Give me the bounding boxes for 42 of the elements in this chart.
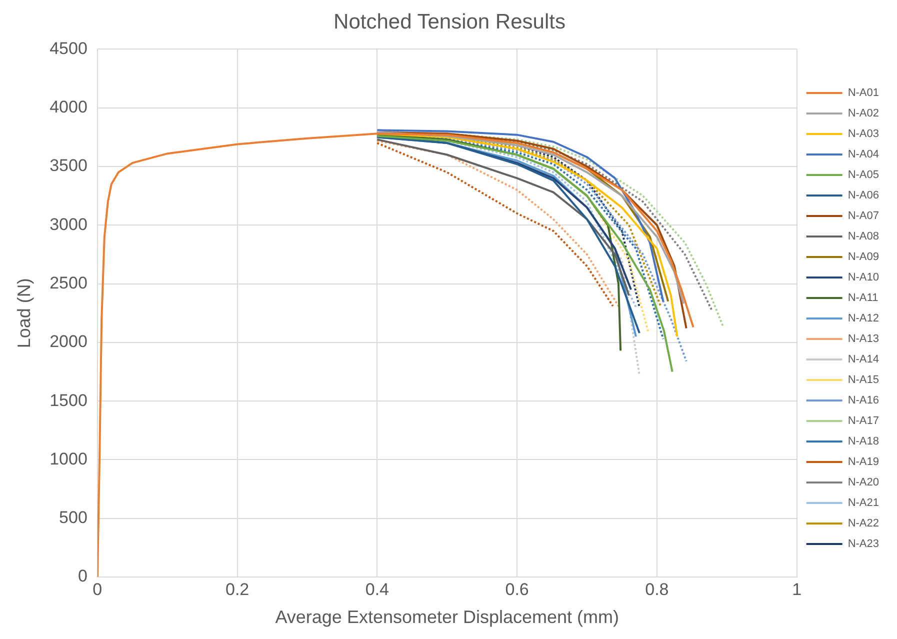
legend-label: N-A21 [848, 497, 880, 510]
legend-label: N-A18 [848, 436, 880, 448]
x-tick-label: 0.8 [645, 580, 669, 599]
y-tick-label: 4500 [50, 38, 88, 58]
legend-label: N-A23 [848, 538, 880, 550]
x-tick-label: 1 [792, 580, 802, 599]
y-tick-label: 3000 [50, 214, 88, 234]
x-tick-label: 0.6 [505, 580, 529, 599]
legend-label: N-A02 [848, 108, 880, 120]
legend-label: N-A15 [848, 374, 880, 386]
x-tick-label: 0.2 [225, 580, 250, 599]
legend-label: N-A10 [848, 272, 880, 284]
legend-label: N-A12 [848, 312, 880, 325]
legend-label: N-A08 [848, 230, 880, 243]
legend-label: N-A03 [848, 128, 880, 140]
legend-label: N-A22 [848, 518, 880, 530]
y-axis-title: Load (N) [14, 278, 34, 348]
legend-label: N-A20 [848, 476, 880, 489]
y-tick-label: 3500 [50, 156, 88, 176]
y-tick-label: 0 [78, 566, 88, 586]
legend-label: N-A11 [848, 292, 878, 304]
legend-label: N-A16 [848, 394, 880, 407]
legend-label: N-A01 [848, 87, 880, 100]
x-tick-label: 0.4 [365, 580, 389, 599]
legend-label: N-A17 [848, 415, 880, 428]
legend-label: N-A09 [848, 251, 880, 264]
legend-label: N-A14 [848, 354, 880, 366]
y-tick-label: 500 [59, 508, 88, 528]
y-tick-label: 2000 [50, 332, 88, 352]
legend-label: N-A04 [848, 148, 880, 161]
x-axis-title: Average Extensometer Displacement (mm) [275, 607, 620, 628]
legend-label: N-A05 [848, 169, 880, 182]
x-tick-label: 0 [92, 580, 102, 599]
y-tick-label: 4000 [50, 98, 88, 117]
y-tick-label: 1500 [50, 390, 88, 410]
chart-title: Notched Tension Results [334, 10, 566, 34]
y-tick-label: 1000 [50, 449, 88, 468]
legend-label: N-A13 [848, 333, 880, 346]
legend-label: N-A06 [848, 190, 880, 202]
legend-label: N-A07 [848, 210, 880, 222]
legend-label: N-A19 [848, 456, 880, 468]
y-tick-label: 2500 [50, 273, 88, 292]
